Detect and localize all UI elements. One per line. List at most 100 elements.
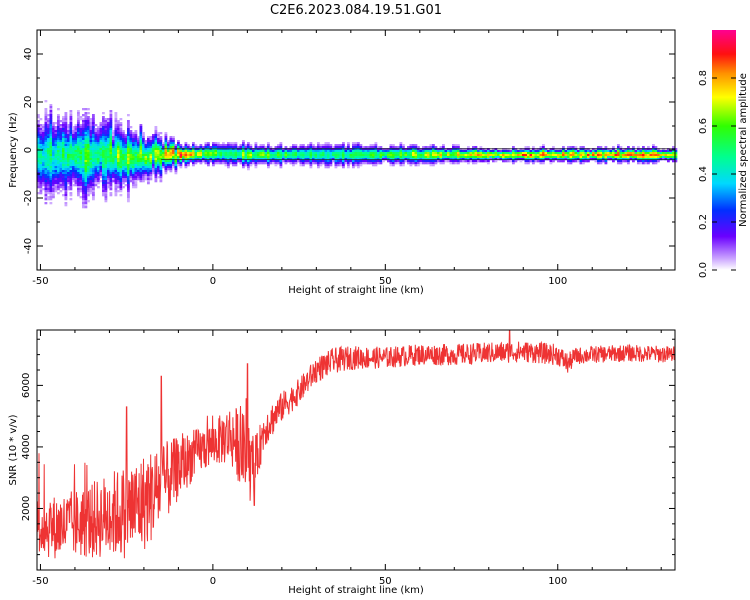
heatmap-cell bbox=[52, 188, 55, 191]
heatmap-cell bbox=[82, 140, 85, 143]
heatmap-cell bbox=[557, 150, 560, 153]
heatmap-cell bbox=[144, 148, 148, 151]
heatmap-cell bbox=[84, 108, 88, 111]
heatmap-cell bbox=[287, 158, 290, 161]
heatmap-cell bbox=[172, 146, 175, 149]
heatmap-cell bbox=[74, 140, 78, 143]
heatmap-cell bbox=[267, 152, 270, 155]
heatmap-cell bbox=[494, 156, 498, 159]
heatmap-cell bbox=[654, 162, 658, 165]
heatmap-cell bbox=[582, 146, 585, 149]
heatmap-cell bbox=[119, 156, 123, 159]
heatmap-cell bbox=[369, 156, 373, 159]
heatmap-cell bbox=[549, 156, 553, 159]
heatmap-cell bbox=[39, 188, 43, 191]
heatmap-cell bbox=[107, 142, 110, 145]
heatmap-cell bbox=[407, 146, 410, 149]
heatmap-cell bbox=[477, 160, 480, 163]
heatmap-cell bbox=[429, 156, 433, 159]
heatmap-cell bbox=[327, 154, 330, 157]
heatmap-cell bbox=[49, 112, 53, 115]
heatmap-cell bbox=[52, 162, 55, 165]
heatmap-cell bbox=[122, 182, 125, 185]
heatmap-cell bbox=[254, 164, 258, 167]
heatmap-cell bbox=[92, 192, 95, 195]
heatmap-cell bbox=[39, 126, 43, 129]
heatmap-cell bbox=[369, 162, 373, 165]
x-tick-label: 0 bbox=[210, 576, 216, 587]
heatmap-cell bbox=[109, 122, 113, 125]
heatmap-cell bbox=[114, 150, 118, 153]
heatmap-cell bbox=[102, 152, 105, 155]
heatmap-cell bbox=[439, 154, 443, 157]
y-tick-label: 40 bbox=[23, 48, 34, 61]
heatmap-cell bbox=[149, 158, 153, 161]
heatmap-cell bbox=[69, 152, 73, 155]
heatmap-cell bbox=[234, 150, 238, 153]
heatmap-cell bbox=[97, 178, 100, 181]
heatmap-cell bbox=[152, 170, 155, 173]
heatmap-cell bbox=[47, 196, 50, 199]
heatmap-cell bbox=[139, 140, 143, 143]
heatmap-cell bbox=[419, 160, 423, 163]
heatmap-cell bbox=[492, 158, 495, 161]
heatmap-cell bbox=[69, 164, 73, 167]
heatmap-cell bbox=[329, 162, 333, 165]
heatmap-cell bbox=[299, 150, 303, 153]
heatmap-cell bbox=[544, 152, 548, 155]
heatmap-cell bbox=[349, 162, 353, 165]
heatmap-cell bbox=[177, 140, 180, 143]
heatmap-cell bbox=[407, 154, 410, 157]
heatmap-cell bbox=[134, 140, 138, 143]
heatmap-cell bbox=[77, 152, 80, 155]
heatmap-cell bbox=[49, 156, 53, 159]
heatmap-cell bbox=[62, 174, 65, 177]
heatmap-cell bbox=[134, 150, 138, 153]
heatmap-cell bbox=[517, 156, 520, 159]
heatmap-cell bbox=[84, 206, 88, 209]
heatmap-cell bbox=[652, 162, 655, 165]
heatmap-cell bbox=[272, 152, 275, 155]
heatmap-cell bbox=[82, 200, 85, 203]
heatmap-cell bbox=[369, 152, 373, 155]
heatmap-cell bbox=[217, 146, 220, 149]
heatmap-cell bbox=[414, 154, 418, 157]
heatmap-cell bbox=[104, 164, 108, 167]
heatmap-cell bbox=[104, 182, 108, 185]
heatmap-cell bbox=[214, 152, 218, 155]
heatmap-cell bbox=[472, 158, 475, 161]
heatmap-cell bbox=[129, 146, 133, 149]
heatmap-cell bbox=[127, 174, 130, 177]
heatmap-cell bbox=[659, 154, 663, 157]
heatmap-cell bbox=[49, 160, 53, 163]
heatmap-cell bbox=[112, 138, 115, 141]
heatmap-cell bbox=[207, 154, 210, 157]
heatmap-cell bbox=[607, 152, 610, 155]
heatmap-cell bbox=[62, 172, 65, 175]
heatmap-cell bbox=[382, 158, 385, 161]
heatmap-cell bbox=[104, 128, 108, 131]
heatmap-cell bbox=[389, 158, 393, 161]
heatmap-cell bbox=[427, 150, 430, 153]
heatmap-cell bbox=[154, 156, 158, 159]
heatmap-cell bbox=[209, 158, 213, 161]
heatmap-cell bbox=[102, 168, 105, 171]
heatmap-cell bbox=[94, 158, 98, 161]
heatmap-cell bbox=[569, 160, 573, 163]
heatmap-cell bbox=[304, 156, 308, 159]
heatmap-cell bbox=[49, 198, 53, 201]
heatmap-cell bbox=[507, 150, 510, 153]
heatmap-cell bbox=[129, 162, 133, 165]
heatmap-cell bbox=[149, 148, 153, 151]
heatmap-cell bbox=[49, 188, 53, 191]
heatmap-cell bbox=[39, 162, 43, 165]
heatmap-cell bbox=[282, 158, 285, 161]
heatmap-cell bbox=[129, 156, 133, 159]
heatmap-cell bbox=[137, 154, 140, 157]
heatmap-cell bbox=[207, 158, 210, 161]
heatmap-cell bbox=[104, 142, 108, 145]
heatmap-cell bbox=[149, 138, 153, 141]
heatmap-cell bbox=[169, 144, 173, 147]
heatmap-cell bbox=[327, 164, 330, 167]
heatmap-cell bbox=[89, 148, 93, 151]
